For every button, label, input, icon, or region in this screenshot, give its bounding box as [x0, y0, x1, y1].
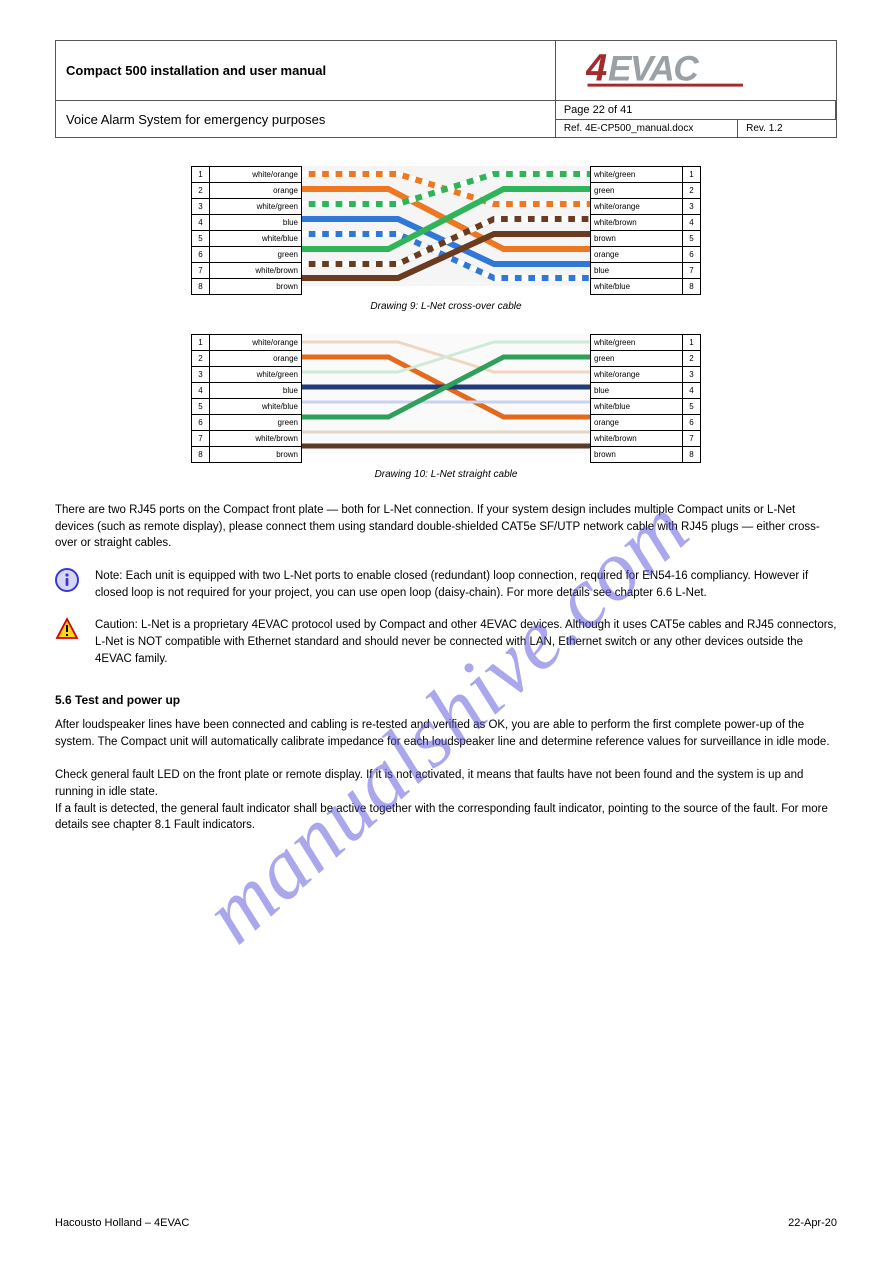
rev-cell: Rev. 1.2: [738, 120, 836, 138]
pin-label: green: [591, 351, 683, 367]
pin-label: white/brown: [591, 215, 683, 231]
pin-num: 8: [683, 279, 701, 295]
pin-num: 2: [683, 183, 701, 199]
pin-label: white/green: [591, 167, 683, 183]
info-text: Note: Each unit is equipped with two L-N…: [95, 568, 837, 601]
diagram2-caption: Drawing 10: L-Net straight cable: [55, 469, 837, 480]
pin-label: white/green: [591, 335, 683, 351]
pin-label: blue: [210, 215, 302, 231]
pin-label: white/orange: [591, 199, 683, 215]
pin-label: white/orange: [210, 335, 302, 351]
pin-num: 2: [192, 351, 210, 367]
pin-label: green: [210, 247, 302, 263]
pin-num: 8: [192, 447, 210, 463]
ref-cell: Ref. 4E-CP500_manual.docx: [556, 120, 738, 138]
page: Compact 500 installation and user manual…: [0, 0, 892, 1263]
crossover-left-pins: 1white/orange2orange3white/green4blue5wh…: [191, 166, 302, 295]
pin-num: 7: [192, 263, 210, 279]
diagram-straight: 1white/orange2orange3white/green4blue5wh…: [191, 334, 701, 463]
pin-num: 3: [192, 367, 210, 383]
pin-label: white/blue: [591, 399, 683, 415]
pin-label: white/green: [210, 367, 302, 383]
footer-date: 22-Apr-20: [788, 1217, 837, 1229]
pin-num: 7: [683, 263, 701, 279]
pin-num: 4: [192, 215, 210, 231]
pin-label: orange: [591, 247, 683, 263]
pin-num: 6: [192, 247, 210, 263]
section-body: After loudspeaker lines have been connec…: [55, 717, 837, 834]
warning-icon: [55, 617, 79, 641]
info-icon: [55, 568, 79, 592]
section-heading: 5.6 Test and power up: [55, 693, 837, 707]
pin-label: white/green: [210, 199, 302, 215]
pin-label: green: [591, 183, 683, 199]
pin-num: 2: [683, 351, 701, 367]
straight-left-pins: 1white/orange2orange3white/green4blue5wh…: [191, 334, 302, 463]
pin-label: blue: [591, 383, 683, 399]
logo-cell: 4 EVAC: [555, 41, 836, 101]
doc-title: Compact 500 installation and user manual: [56, 41, 556, 101]
pin-label: orange: [210, 183, 302, 199]
pin-num: 4: [683, 215, 701, 231]
info-notice: Note: Each unit is equipped with two L-N…: [55, 568, 837, 601]
pin-num: 1: [192, 167, 210, 183]
warning-notice: Caution: L-Net is a proprietary 4EVAC pr…: [55, 617, 837, 667]
pin-num: 5: [192, 231, 210, 247]
doc-subtitle: Voice Alarm System for emergency purpose…: [56, 101, 556, 138]
pin-num: 2: [192, 183, 210, 199]
pin-num: 3: [683, 367, 701, 383]
pin-num: 5: [683, 399, 701, 415]
pin-label: white/brown: [210, 263, 302, 279]
pin-label: white/orange: [591, 367, 683, 383]
pin-num: 6: [683, 247, 701, 263]
pin-num: 5: [192, 399, 210, 415]
pin-label: white/blue: [210, 399, 302, 415]
pin-num: 8: [683, 447, 701, 463]
pin-num: 1: [192, 335, 210, 351]
pin-label: blue: [210, 383, 302, 399]
pin-label: white/blue: [210, 231, 302, 247]
pin-label: brown: [591, 231, 683, 247]
pin-num: 5: [683, 231, 701, 247]
footer-company: Hacousto Holland – 4EVAC: [55, 1217, 189, 1229]
pin-num: 1: [683, 167, 701, 183]
pin-label: white/brown: [591, 431, 683, 447]
pin-num: 4: [192, 383, 210, 399]
pin-num: 6: [683, 415, 701, 431]
pin-num: 1: [683, 335, 701, 351]
pin-num: 3: [683, 199, 701, 215]
pin-label: brown: [210, 279, 302, 295]
pin-num: 4: [683, 383, 701, 399]
pin-label: orange: [591, 415, 683, 431]
pin-label: white/orange: [210, 167, 302, 183]
pin-num: 3: [192, 199, 210, 215]
warning-text: Caution: L-Net is a proprietary 4EVAC pr…: [95, 617, 837, 667]
pin-label: green: [210, 415, 302, 431]
pin-label: brown: [210, 447, 302, 463]
diagram1-caption: Drawing 9: L-Net cross-over cable: [55, 301, 837, 312]
page-footer: Hacousto Holland – 4EVAC 22-Apr-20: [55, 1217, 837, 1229]
pin-num: 7: [683, 431, 701, 447]
pin-label: orange: [210, 351, 302, 367]
pin-label: brown: [591, 447, 683, 463]
svg-text:EVAC: EVAC: [608, 50, 699, 89]
paragraph-lnet-ports: There are two RJ45 ports on the Compact …: [55, 502, 837, 552]
brand-logo: 4 EVAC: [586, 47, 806, 91]
straight-right-pins: white/green1green2white/orange3blue4whit…: [590, 334, 701, 463]
svg-text:4: 4: [586, 47, 607, 90]
pin-num: 8: [192, 279, 210, 295]
crossover-wires: [302, 166, 590, 286]
straight-wires: [302, 334, 590, 454]
header-table: Compact 500 installation and user manual…: [55, 40, 837, 138]
pin-label: white/brown: [210, 431, 302, 447]
pin-num: 6: [192, 415, 210, 431]
pin-label: blue: [591, 263, 683, 279]
diagram-crossover: 1white/orange2orange3white/green4blue5wh…: [191, 166, 701, 295]
crossover-right-pins: white/green1green2white/orange3white/bro…: [590, 166, 701, 295]
page-number: Page 22 of 41: [556, 101, 836, 120]
pin-label: white/blue: [591, 279, 683, 295]
pin-num: 7: [192, 431, 210, 447]
